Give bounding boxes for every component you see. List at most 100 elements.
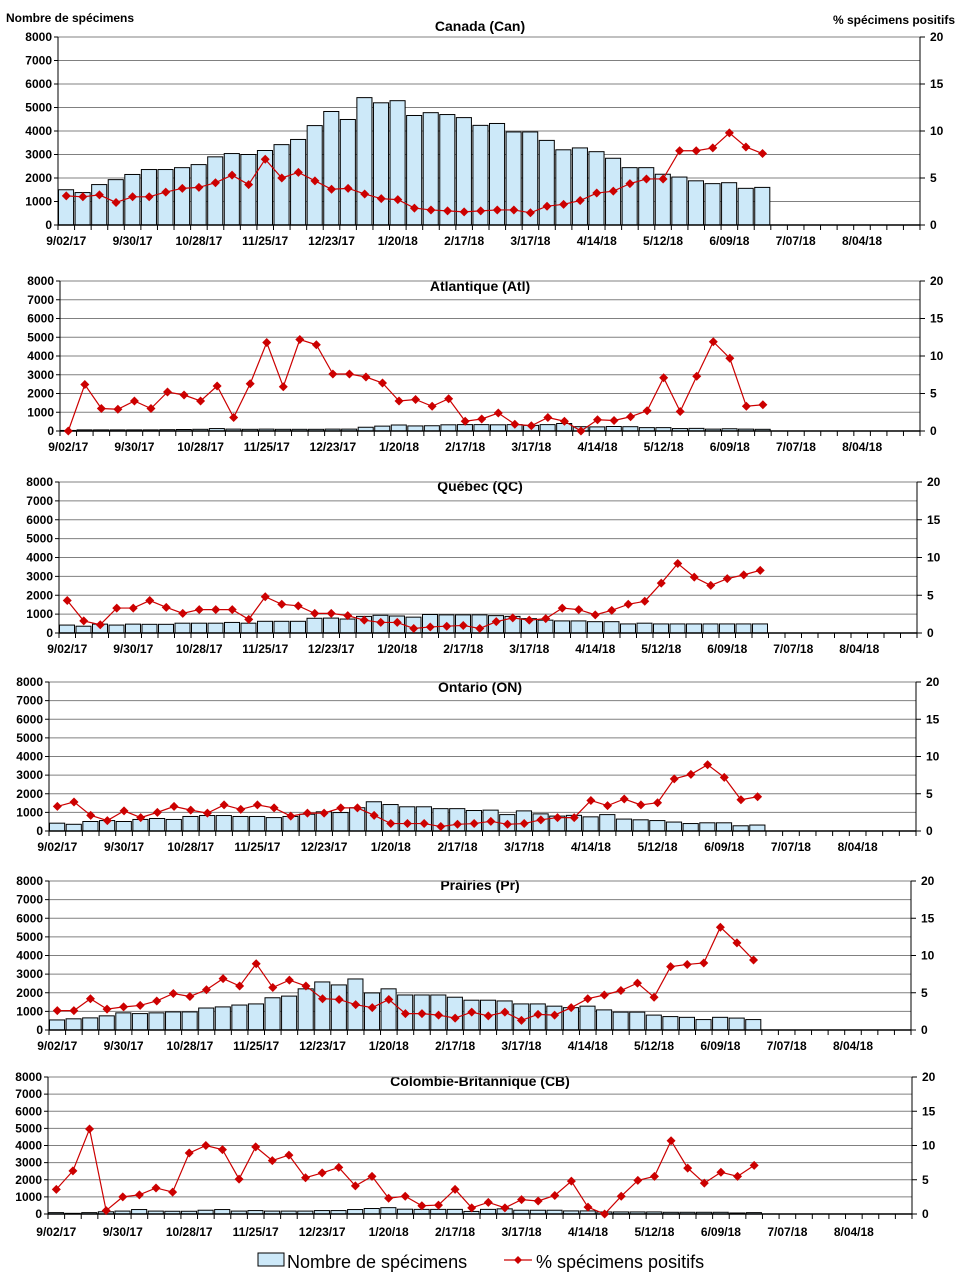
bar-specimens xyxy=(265,817,282,832)
left-tick-label: 6000 xyxy=(27,312,54,326)
point-percent-positive xyxy=(367,1171,377,1181)
point-percent-positive xyxy=(444,394,454,404)
bar-specimens xyxy=(231,1004,248,1031)
point-percent-positive xyxy=(400,1009,410,1019)
bar-specimens xyxy=(687,180,705,226)
x-tick-label: 8/04/18 xyxy=(838,840,878,854)
left-tick-label: 7000 xyxy=(26,494,53,508)
point-percent-positive xyxy=(586,795,596,805)
point-percent-positive xyxy=(543,413,553,422)
x-tick-label: 9/30/17 xyxy=(113,642,153,656)
point-percent-positive xyxy=(185,991,195,1001)
bar-specimens xyxy=(686,623,702,634)
point-percent-positive xyxy=(739,570,749,580)
point-percent-positive xyxy=(708,143,718,153)
point-percent-positive xyxy=(69,1006,79,1016)
left-tick-label: 8000 xyxy=(16,675,43,689)
point-percent-positive xyxy=(592,188,602,198)
x-tick-label: 9/02/17 xyxy=(46,234,86,248)
bar-specimens xyxy=(615,818,633,832)
point-percent-positive xyxy=(293,167,303,177)
point-percent-positive xyxy=(260,154,270,164)
point-percent-positive xyxy=(467,1203,477,1213)
x-tick-label: 11/25/17 xyxy=(234,840,280,854)
point-percent-positive xyxy=(319,808,329,818)
bar-specimens xyxy=(587,621,603,634)
bar-specimens xyxy=(612,1011,629,1031)
bar-specimens xyxy=(165,818,182,832)
x-tick-label: 5/12/18 xyxy=(634,1039,674,1053)
point-percent-positive xyxy=(692,371,702,381)
bar-specimens xyxy=(215,815,232,832)
point-percent-positive xyxy=(493,408,503,418)
right-tick-label: 0 xyxy=(921,1023,928,1037)
point-percent-positive xyxy=(550,1010,560,1020)
x-tick-label: 1/20/18 xyxy=(369,1039,409,1053)
bar-specimens xyxy=(91,184,108,226)
point-percent-positive xyxy=(503,819,513,829)
left-tick-label: 1000 xyxy=(15,1190,42,1204)
right-tick-label: 10 xyxy=(921,949,935,963)
bar-specimens xyxy=(98,1015,115,1031)
point-percent-positive xyxy=(753,792,763,802)
point-percent-positive xyxy=(151,1183,161,1193)
point-percent-positive xyxy=(642,406,652,416)
point-percent-positive xyxy=(576,426,586,436)
point-percent-positive xyxy=(517,1195,527,1205)
point-percent-positive xyxy=(284,1150,294,1160)
point-percent-positive xyxy=(145,596,155,606)
x-tick-label: 3/17/18 xyxy=(504,840,544,854)
point-percent-positive xyxy=(656,578,666,588)
point-percent-positive xyxy=(749,955,759,965)
right-tick-label: 10 xyxy=(926,750,940,764)
left-tick-label: 7000 xyxy=(15,1087,42,1101)
point-percent-positive xyxy=(715,922,725,932)
left-tick-label: 8000 xyxy=(27,274,54,288)
legend-bars-label: Nombre de spécimens xyxy=(287,1252,467,1272)
left-tick-label: 6000 xyxy=(16,911,43,925)
x-tick-label: 9/30/17 xyxy=(113,234,153,248)
bar-specimens xyxy=(682,823,699,832)
point-percent-positive xyxy=(219,800,229,810)
bar-specimens xyxy=(207,622,224,634)
point-percent-positive xyxy=(450,1184,460,1194)
point-percent-positive xyxy=(619,794,629,804)
bar-specimens xyxy=(131,1013,148,1031)
x-tick-label: 3/17/18 xyxy=(501,1039,541,1053)
x-tick-label: 9/02/17 xyxy=(37,1039,77,1053)
bar-specimens xyxy=(65,823,82,832)
left-tick-label: 1000 xyxy=(27,405,54,419)
right-tick-label: 20 xyxy=(921,874,935,888)
left-tick-label: 0 xyxy=(36,824,43,838)
x-tick-label: 9/30/17 xyxy=(104,840,144,854)
point-percent-positive xyxy=(293,601,303,611)
point-percent-positive xyxy=(336,803,346,813)
point-percent-positive xyxy=(251,1142,261,1152)
bar-specimens xyxy=(273,144,290,226)
x-tick-label: 7/07/18 xyxy=(776,440,816,454)
point-percent-positive xyxy=(417,1201,427,1211)
point-percent-positive xyxy=(102,1004,112,1014)
point-percent-positive xyxy=(295,335,305,344)
point-percent-positive xyxy=(574,605,584,615)
bar-specimens xyxy=(407,425,424,432)
point-percent-positive xyxy=(235,981,245,991)
point-percent-positive xyxy=(409,203,419,213)
left-tick-label: 1000 xyxy=(25,195,52,209)
point-percent-positive xyxy=(178,608,188,618)
x-tick-label: 9/30/17 xyxy=(104,1039,144,1053)
point-percent-positive xyxy=(666,1136,676,1146)
point-percent-positive xyxy=(402,819,412,829)
bar-specimens xyxy=(715,822,733,832)
bar-specimens xyxy=(704,183,721,226)
x-tick-label: 9/30/17 xyxy=(103,1225,143,1239)
point-percent-positive xyxy=(542,201,552,211)
bar-specimens xyxy=(719,623,735,634)
point-percent-positive xyxy=(179,390,189,400)
left-tick-label: 4000 xyxy=(27,349,54,363)
bar-specimens xyxy=(249,815,266,832)
right-tick-label: 15 xyxy=(927,513,941,527)
point-percent-positive xyxy=(450,1013,460,1023)
chart-title: Prairies (Pr) xyxy=(440,877,519,893)
right-tick-label: 5 xyxy=(930,171,937,185)
